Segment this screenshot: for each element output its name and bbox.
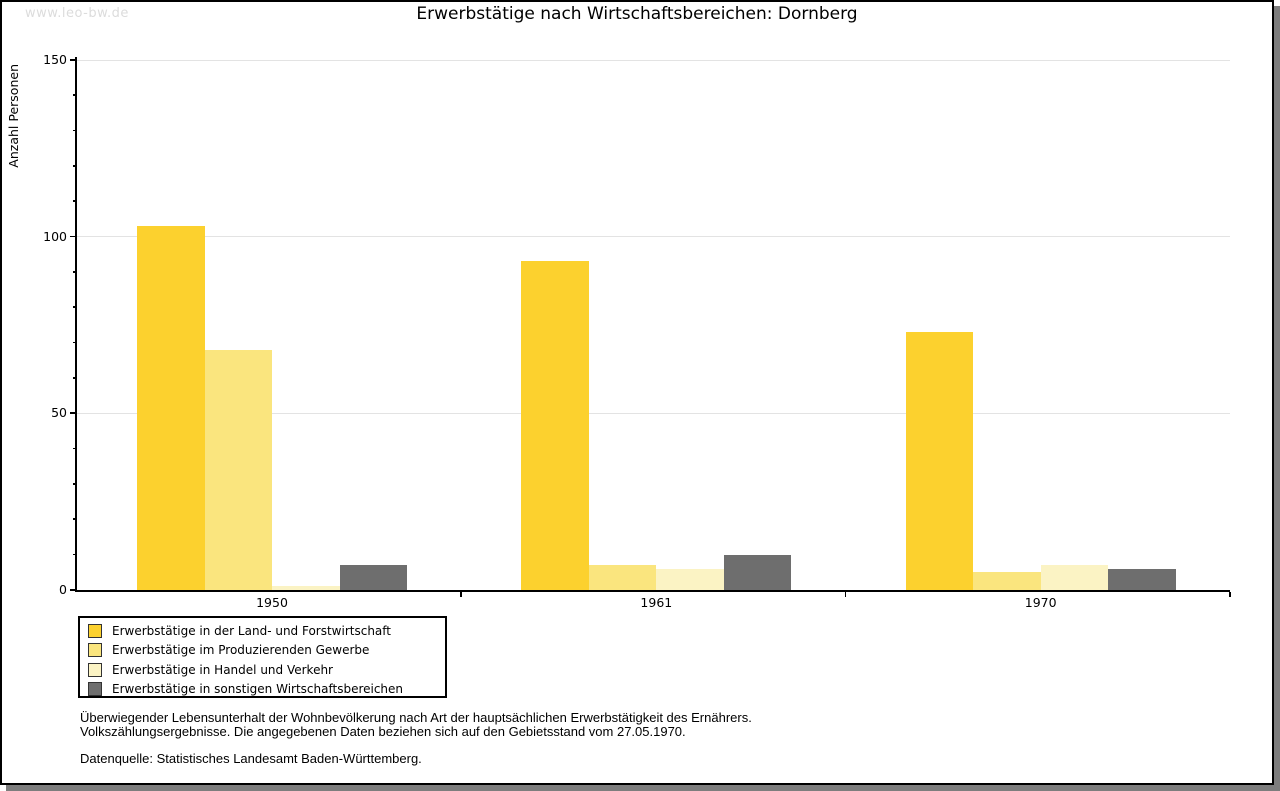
x-category-label: 1970 <box>1024 595 1057 610</box>
gridline <box>77 59 1230 61</box>
y-major-tick <box>70 412 77 414</box>
x-boundary-tick <box>460 592 462 597</box>
legend-item: Erwerbstätige in der Land- und Forstwirt… <box>88 621 445 641</box>
data-source: Datenquelle: Statistisches Landesamt Bad… <box>80 751 422 766</box>
gridline <box>77 412 1230 414</box>
bar <box>339 565 407 590</box>
legend-label: Erwerbstätige in Handel und Verkehr <box>112 662 333 677</box>
gridline <box>77 236 1230 238</box>
y-tick-label: 150 <box>43 52 67 67</box>
legend-item: Erwerbstätige in Handel und Verkehr <box>88 660 445 680</box>
watermark: www.leo-bw.de <box>25 6 129 21</box>
bar <box>521 261 589 590</box>
bar <box>656 569 724 590</box>
x-category-label: 1950 <box>256 595 288 610</box>
legend: Erwerbstätige in der Land- und Forstwirt… <box>78 616 447 698</box>
chart-title: Erwerbstätige nach Wirtschaftsbereichen:… <box>416 4 858 24</box>
legend-label: Erwerbstätige in der Land- und Forstwirt… <box>112 623 391 638</box>
legend-swatch <box>88 682 102 697</box>
legend-item: Erwerbstätige im Produzierenden Gewerbe <box>88 641 445 661</box>
footnotes: Überwiegender Lebensunterhalt der Wohnbe… <box>80 711 752 766</box>
legend-label: Erwerbstätige im Produzierenden Gewerbe <box>112 643 370 658</box>
x-boundary-tick <box>844 592 847 597</box>
y-tick-label: 50 <box>51 405 67 421</box>
bar <box>905 332 974 590</box>
x-boundary-tick <box>1229 592 1231 597</box>
bar <box>1040 565 1109 590</box>
y-major-tick <box>70 235 77 238</box>
x-axis-line <box>75 590 1230 592</box>
legend-swatch <box>88 623 102 638</box>
legend-item: Erwerbstätige in sonstigen Wirtschaftsbe… <box>88 680 445 700</box>
legend-swatch <box>88 662 102 677</box>
y-tick-label: 0 <box>59 582 67 597</box>
footnote-line-1: Überwiegender Lebensunterhalt der Wohnbe… <box>80 710 752 725</box>
y-axis-line <box>75 57 77 592</box>
y-major-tick <box>70 59 77 61</box>
x-category-label: 1961 <box>640 595 673 610</box>
bar <box>588 565 657 590</box>
footnote-line-2: Volkszählungsergebnisse. Die angegebenen… <box>80 724 686 739</box>
bar <box>973 572 1041 590</box>
y-tick-label: 100 <box>43 228 67 244</box>
bar <box>272 586 340 590</box>
bar <box>1108 569 1176 590</box>
legend-swatch <box>88 643 102 658</box>
legend-label: Erwerbstätige in sonstigen Wirtschaftsbe… <box>112 682 404 697</box>
bar <box>723 555 792 590</box>
y-major-tick <box>70 589 77 591</box>
bar <box>137 226 205 590</box>
bar <box>204 350 272 590</box>
